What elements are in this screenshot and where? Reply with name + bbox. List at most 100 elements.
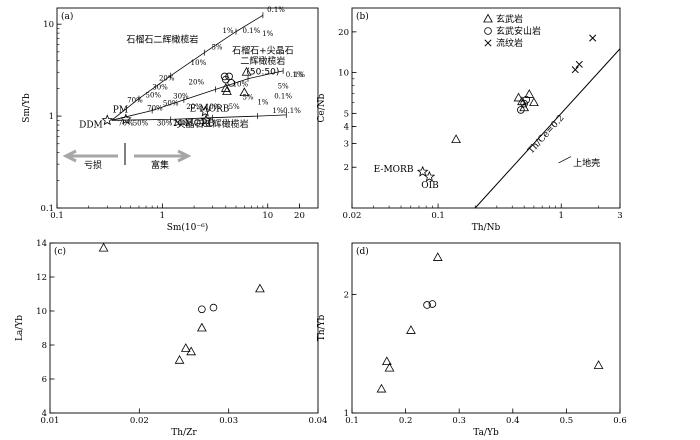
panel-label: (d): [356, 246, 369, 257]
x-tick-label: 0.02: [130, 416, 149, 426]
reference-point: [120, 113, 132, 125]
melt-percent-label: 1%: [294, 71, 305, 79]
legend-marker: [484, 27, 492, 35]
y-tick-label: 14: [36, 239, 47, 249]
melt-percent-label: 20%: [186, 103, 202, 111]
x-tick-label: 0.03: [219, 416, 238, 426]
y-tick-label: 10: [36, 307, 47, 317]
basalt-point: [180, 343, 191, 352]
y-axis-label: Ce/Nb: [317, 93, 327, 122]
basaltic-andesite-point: [520, 99, 528, 108]
depletion-arrow: [62, 149, 118, 163]
curve-label: 石榴石+尖晶石: [232, 44, 294, 56]
x-tick-label: 10: [262, 211, 273, 221]
basalt-point: [174, 354, 185, 364]
melt-percent-label: 50%: [133, 120, 149, 128]
leader-line: [558, 156, 572, 164]
basalt-point: [593, 360, 604, 369]
plot-frame: [56, 7, 319, 209]
plot-frame: [351, 7, 621, 209]
y-tick-label: 1: [49, 112, 54, 122]
basalt-point: [513, 92, 524, 102]
reference-point: [101, 114, 114, 126]
x-tick-label: 0.6: [613, 416, 627, 426]
curve-label: (50:50): [246, 67, 279, 77]
x-tick-label: 0.02: [343, 211, 362, 221]
panel-d: 0.1 0.2 0.3 0.4 0.5 0.6 1 2 (d) Ta/Yb Th/Yb: [317, 242, 627, 438]
melt-percent-label: 70%: [118, 120, 134, 128]
legend-label: 玄武安山岩: [496, 25, 541, 37]
panel-b: 0.02 0.1 1 3 2 3 4 5 10 20 (b) Th/Nb Ce/Nb Th/Ce=0.2 上…: [317, 7, 623, 233]
y-tick-label: 4: [42, 409, 47, 419]
melt-percent-label: 0.1%: [286, 71, 304, 79]
x-axis-label: Th/Nb: [472, 223, 501, 233]
basalt-point: [451, 134, 461, 144]
panel-label: (b): [356, 11, 369, 22]
basalt-point: [376, 383, 387, 393]
basalt-point: [381, 356, 392, 366]
melt-percent-label: 70%: [147, 105, 163, 113]
melt-percent-label: 1%: [272, 107, 283, 115]
y-tick-label: 0.1: [40, 204, 54, 214]
reference-label: DDM: [79, 121, 103, 131]
melt-percent-label: 70%: [127, 97, 143, 105]
reference-point: [200, 114, 212, 126]
melt-percent-label: 20%: [173, 120, 189, 128]
basaltic-andesite-point: [423, 301, 431, 309]
melt-percent-label: 0.1%: [267, 6, 285, 14]
basaltic-andesite-point: [220, 72, 229, 81]
curve-label: 石榴石二辉橄榄岩: [126, 34, 198, 46]
reference-label: E-MORB: [190, 105, 230, 115]
x-axis-label: Sm(10⁻⁶): [167, 222, 209, 233]
x-tick-label: 0.1: [50, 211, 64, 221]
y-tick-label: 10: [338, 69, 349, 79]
melt-percent-label: 50%: [163, 100, 179, 108]
y-tick-label: 1: [344, 409, 349, 419]
reference-point: [423, 170, 436, 182]
melt-percent-label: 10%: [233, 80, 249, 88]
panel-label: (c): [54, 246, 66, 257]
melt-percent-label: 30%: [152, 83, 168, 91]
x-axis-label: Th/Zr: [171, 428, 197, 438]
melt-percent-label: 10%: [191, 59, 207, 67]
y-axis-label: Th/Yb: [317, 315, 327, 342]
melt-percent-label: 20%: [189, 79, 205, 87]
melt-percent-label: 5%: [278, 82, 289, 90]
melt-percent-label: 20%: [159, 74, 175, 82]
basaltic-andesite-point: [198, 305, 206, 314]
basaltic-andesite-point: [522, 95, 531, 104]
rhyolite-point: [589, 34, 597, 42]
x-tick-label: 20: [294, 211, 305, 221]
legend-label: 玄武岩: [496, 13, 523, 25]
basalt-point: [406, 325, 416, 334]
melt-percent-label: 0.1%: [283, 107, 301, 115]
x-tick-label: 3: [617, 211, 622, 221]
reference-label: PM: [113, 105, 128, 115]
th-ce-line: [474, 48, 621, 209]
x-tick-label: 0.4: [506, 416, 520, 426]
melt-percent-label: 5%: [211, 44, 222, 52]
basaltic-andesite-point: [517, 106, 525, 114]
basaltic-andesite-point: [225, 72, 233, 81]
y-tick-label: 4: [344, 122, 349, 132]
basalt-point: [98, 242, 109, 252]
basalt-point: [529, 97, 539, 107]
basalt-point: [517, 96, 527, 106]
depletion-label: 亏损: [84, 159, 102, 171]
x-tick-label: 1: [559, 211, 564, 221]
reference-point: [199, 105, 211, 117]
upper-crust-label: 上地壳: [573, 157, 600, 169]
panel-c: 0.01 0.02 0.03 0.04 4 6 8 10 12 14 (c) Th/Zr La/Yb: [15, 239, 327, 438]
plot-frame: [351, 242, 621, 414]
panel-label: (a): [61, 11, 73, 22]
melt-percent-label: 1%: [262, 30, 273, 38]
basalt-point: [196, 322, 207, 332]
x-axis-label: Ta/Yb: [473, 428, 499, 438]
basalt-point: [186, 346, 197, 356]
basalt-point: [241, 66, 252, 76]
legend-marker: [484, 39, 492, 47]
x-tick-label: 0.5: [560, 416, 574, 426]
melt-percent-label: 1%: [257, 99, 268, 107]
panel-a: 0.1 1 10 20 0.1 1 10 (a) Sm(10⁻⁶) Sm/Yb 石榴石二辉橄榄岩石榴…: [22, 6, 319, 233]
